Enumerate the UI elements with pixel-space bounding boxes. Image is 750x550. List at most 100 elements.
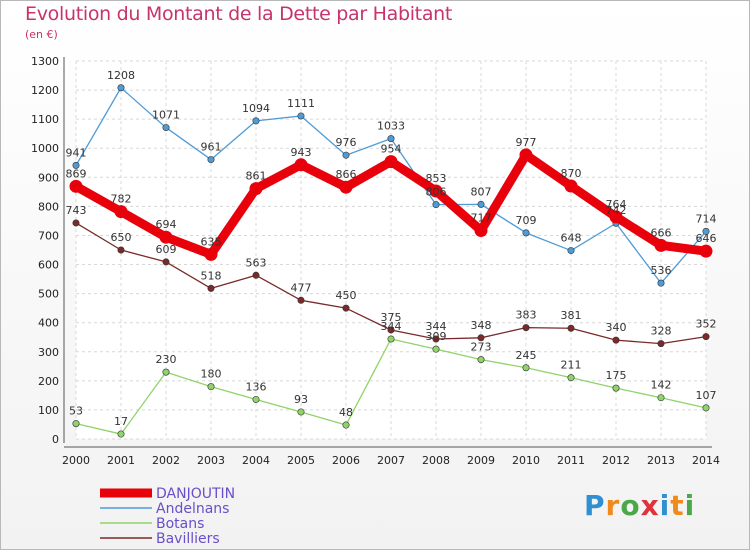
legend-label: DANJOUTIN (156, 486, 235, 502)
data-point (432, 345, 440, 353)
data-label: 245 (516, 349, 537, 362)
chart-subtitle: (en €) (25, 28, 58, 41)
data-label: 309 (426, 330, 447, 343)
data-point (294, 158, 308, 172)
y-tick-label: 600 (38, 259, 59, 272)
data-label: 48 (339, 406, 353, 419)
data-label: 635 (201, 235, 222, 248)
data-label: 273 (471, 341, 492, 354)
y-tick-label: 1300 (31, 55, 59, 68)
data-label: 954 (381, 143, 402, 156)
data-label: 17 (114, 415, 128, 428)
data-point (297, 296, 305, 304)
data-point (207, 383, 215, 391)
data-point (252, 271, 260, 279)
data-point (207, 284, 215, 292)
data-label: 764 (606, 198, 627, 211)
data-point (567, 324, 575, 332)
data-point (117, 84, 125, 92)
y-tick-label: 1100 (31, 113, 59, 126)
data-label: 650 (111, 231, 132, 244)
data-point (72, 420, 80, 428)
data-point (72, 161, 80, 169)
legend-label: Bavilliers (156, 531, 220, 547)
chart-title: Evolution du Montant de la Dette par Hab… (25, 3, 453, 25)
data-point (702, 404, 710, 412)
data-point (477, 356, 485, 364)
y-tick-label: 0 (52, 433, 59, 446)
data-point (477, 200, 485, 208)
data-label: 107 (696, 389, 717, 402)
data-label: 717 (471, 212, 492, 225)
x-tick-label: 2002 (152, 454, 180, 467)
data-label: 977 (516, 136, 537, 149)
data-label: 1094 (242, 102, 270, 115)
data-point (159, 230, 173, 244)
data-label: 450 (336, 289, 357, 302)
data-label: 328 (651, 325, 672, 338)
data-point (69, 179, 83, 193)
data-point (342, 151, 350, 159)
data-label: 782 (111, 193, 132, 206)
x-tick-label: 2012 (602, 454, 630, 467)
x-tick-label: 2000 (62, 454, 90, 467)
x-tick-label: 2004 (242, 454, 270, 467)
x-tick-label: 2007 (377, 454, 405, 467)
data-label: 869 (66, 167, 87, 180)
data-label: 211 (561, 359, 582, 372)
data-label: 853 (426, 172, 447, 185)
data-label: 381 (561, 309, 582, 322)
data-point (342, 304, 350, 312)
x-tick-label: 2008 (422, 454, 450, 467)
y-tick-label: 700 (38, 229, 59, 242)
y-tick-label: 1200 (31, 84, 59, 97)
data-point (522, 364, 530, 372)
data-label: 714 (696, 212, 717, 225)
data-point (702, 227, 710, 235)
data-point (162, 258, 170, 266)
data-point (519, 148, 533, 162)
data-point (567, 247, 575, 255)
data-point (342, 421, 350, 429)
x-tick-label: 2013 (647, 454, 675, 467)
data-point (654, 238, 668, 252)
data-point (387, 135, 395, 143)
data-point (522, 324, 530, 332)
data-point (114, 205, 128, 219)
data-label: 175 (606, 369, 627, 382)
data-label: 230 (156, 353, 177, 366)
data-point (564, 179, 578, 193)
data-point (72, 219, 80, 227)
data-point (567, 374, 575, 382)
data-label: 352 (696, 318, 717, 331)
data-label: 666 (651, 226, 672, 239)
data-point (702, 333, 710, 341)
data-point (522, 229, 530, 237)
data-label: 709 (516, 214, 537, 227)
data-label: 694 (156, 218, 177, 231)
data-point (657, 394, 665, 402)
x-tick-label: 2009 (467, 454, 495, 467)
data-label: 646 (696, 232, 717, 245)
data-point (477, 334, 485, 342)
data-point (252, 395, 260, 403)
y-tick-label: 900 (38, 171, 59, 184)
data-label: 563 (246, 256, 267, 269)
data-point (204, 247, 218, 261)
data-label: 743 (66, 204, 87, 217)
data-label: 866 (336, 168, 357, 181)
data-label: 536 (651, 264, 672, 277)
y-tick-label: 300 (38, 346, 59, 359)
data-point (387, 335, 395, 343)
data-point (252, 117, 260, 125)
data-point (612, 336, 620, 344)
data-point (699, 244, 713, 258)
data-point (612, 384, 620, 392)
data-label: 1208 (107, 69, 135, 82)
data-point (609, 210, 623, 224)
data-label: 340 (606, 321, 627, 334)
data-point (339, 180, 353, 194)
data-point (384, 155, 398, 169)
data-label: 943 (291, 146, 312, 159)
